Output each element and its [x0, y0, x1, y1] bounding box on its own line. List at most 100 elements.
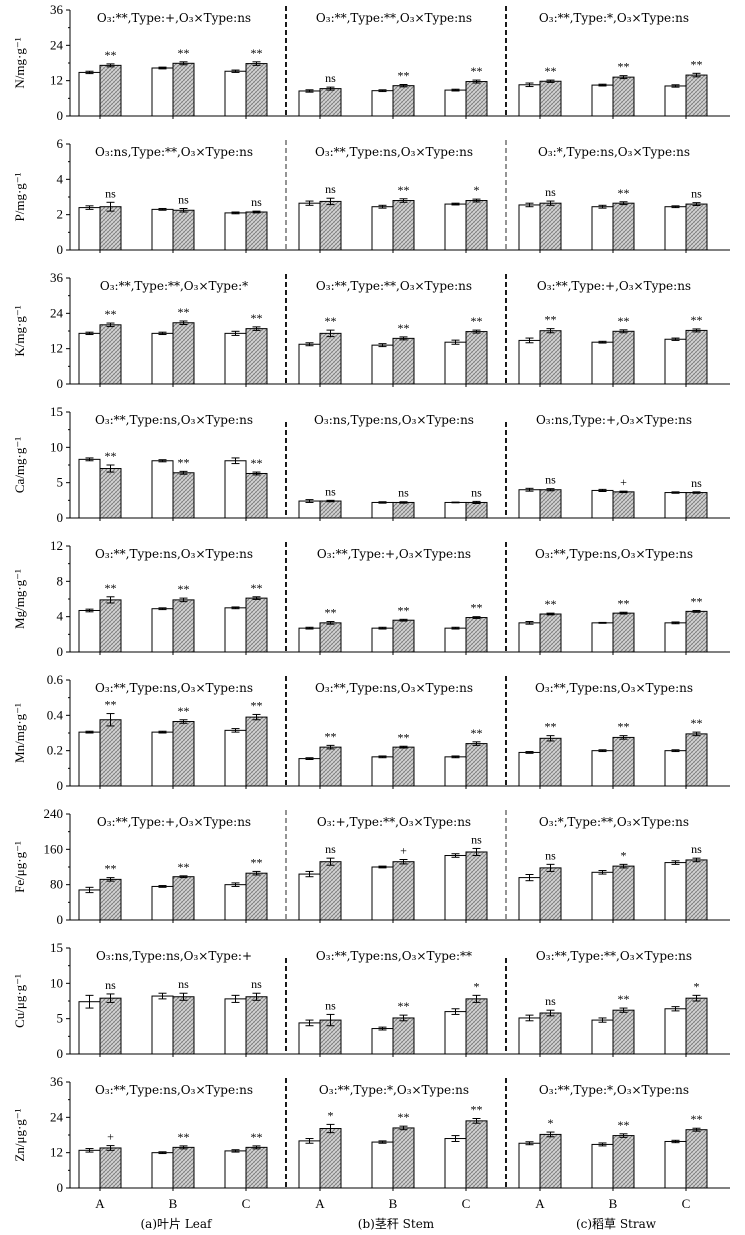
bar-control [444, 627, 467, 653]
y-tick-label: 0 [57, 1046, 64, 1061]
y-tick-label: 24 [50, 305, 64, 320]
bar-treatment [172, 322, 195, 385]
significance-label: ** [545, 64, 557, 78]
significance-label: * [474, 979, 480, 993]
y-tick-label: 0 [57, 242, 64, 257]
bar-treatment [172, 1146, 195, 1189]
y-axis-label: Cu/μg·g⁻¹ [12, 974, 27, 1028]
bar-treatment [245, 328, 268, 385]
panel-4: 0 5 10 15 Ca/mg·g⁻¹ O₃:**,Type:ns,O₃×Type:ns O… [12, 404, 730, 525]
bar-treatment [99, 599, 122, 653]
anova-stats: O₃:**,Type:ns,O₃×Type:ns [95, 413, 253, 427]
bar-control [664, 622, 687, 653]
bar-treatment [99, 878, 122, 921]
bar-control [444, 203, 467, 251]
bar-control [298, 627, 321, 653]
bar-control [591, 489, 614, 519]
significance-label: ** [105, 698, 117, 712]
significance-label: ** [178, 582, 190, 596]
significance-label: ns [545, 848, 556, 862]
bar-treatment [99, 468, 122, 519]
anova-stats: O₃:**,Type:ns,O₃×Type:** [316, 949, 472, 963]
y-tick-label: 0 [57, 644, 64, 659]
anova-stats: O₃:**,Type:ns,O₃×Type:ns [315, 145, 473, 159]
bar-treatment [172, 62, 195, 117]
bar-control [224, 607, 247, 653]
y-tick-label: 10 [50, 439, 63, 454]
significance-label: ** [618, 992, 630, 1006]
y-axis-label: Mn/mg·g⁻¹ [12, 703, 27, 763]
anova-stats: O₃:**,Type:*,O₃×Type:ns [539, 1083, 689, 1097]
bar-control [78, 609, 101, 653]
significance-label: ** [251, 698, 263, 712]
bar-treatment [245, 716, 268, 787]
bar-treatment [539, 80, 562, 117]
bar-control [444, 855, 467, 921]
bar-control [664, 206, 687, 251]
significance-label: ** [618, 186, 630, 200]
bar-treatment [319, 861, 342, 921]
bar-control [78, 1149, 101, 1189]
significance-label: ** [471, 601, 483, 615]
significance-label: ns [545, 473, 556, 487]
y-tick-label: 0.2 [47, 743, 63, 758]
bar-treatment [245, 211, 268, 251]
significance-label: ns [178, 192, 189, 206]
bar-control [371, 1028, 394, 1055]
bar-control [151, 885, 174, 921]
significance-label: ** [178, 46, 190, 60]
bar-control [444, 501, 467, 519]
bar-treatment [99, 64, 122, 117]
bar-control [78, 1001, 101, 1055]
panel-6: 0 0.2 0.4 0.6 Mn/mg·g⁻¹ O₃:**,Type:ns,O₃×Type… [12, 672, 730, 793]
bar-treatment [612, 865, 635, 921]
bar-control [518, 1142, 541, 1189]
significance-label: ** [398, 999, 410, 1013]
bar-treatment [539, 867, 562, 921]
anova-stats: O₃:**,Type:ns,O₃×Type:ns [95, 547, 253, 561]
bar-control [298, 758, 321, 787]
bar-control [664, 750, 687, 787]
significance-label: ** [471, 314, 483, 328]
significance-label: ** [398, 1110, 410, 1124]
bar-treatment [685, 859, 708, 921]
bar-control [518, 204, 541, 251]
bar-control [151, 208, 174, 251]
bar-treatment [319, 88, 342, 117]
bar-treatment [612, 612, 635, 653]
significance-label: ns [325, 998, 336, 1012]
significance-label: ** [251, 581, 263, 595]
bar-treatment [612, 491, 635, 519]
bar-control [518, 751, 541, 787]
y-tick-label: 12 [50, 73, 63, 88]
anova-stats: O₃:**,Type:ns,O₃×Type:ns [535, 547, 693, 561]
anova-stats: O₃:**,Type:ns,O₃×Type:ns [315, 681, 473, 695]
bar-control [444, 341, 467, 385]
bar-control [78, 731, 101, 787]
bar-control [371, 627, 394, 653]
significance-label: ** [178, 455, 190, 469]
bar-treatment [539, 330, 562, 385]
bar-control [518, 489, 541, 519]
y-tick-label: 4 [57, 609, 64, 624]
x-tick-label: B [169, 1196, 178, 1211]
y-tick-label: 36 [50, 1074, 64, 1089]
bar-control [298, 343, 321, 385]
significance-label: ** [178, 704, 190, 718]
bar-control [591, 1143, 614, 1189]
bar-control [151, 332, 174, 385]
significance-label: ** [618, 314, 630, 328]
bar-control [151, 460, 174, 519]
anova-stats: O₃:**,Type:**,O₃×Type:ns [536, 949, 692, 963]
bar-treatment [612, 202, 635, 251]
bar-treatment [392, 619, 415, 653]
bar-control [664, 862, 687, 921]
bar-treatment [465, 851, 488, 921]
anova-stats: O₃:**,Type:**,O₃×Type:* [100, 279, 248, 293]
y-axis-label: N/mg·g⁻¹ [12, 37, 27, 88]
bar-treatment [465, 501, 488, 519]
bar-control [298, 500, 321, 519]
significance-label: ns [251, 195, 262, 209]
y-tick-label: 4 [57, 171, 64, 186]
